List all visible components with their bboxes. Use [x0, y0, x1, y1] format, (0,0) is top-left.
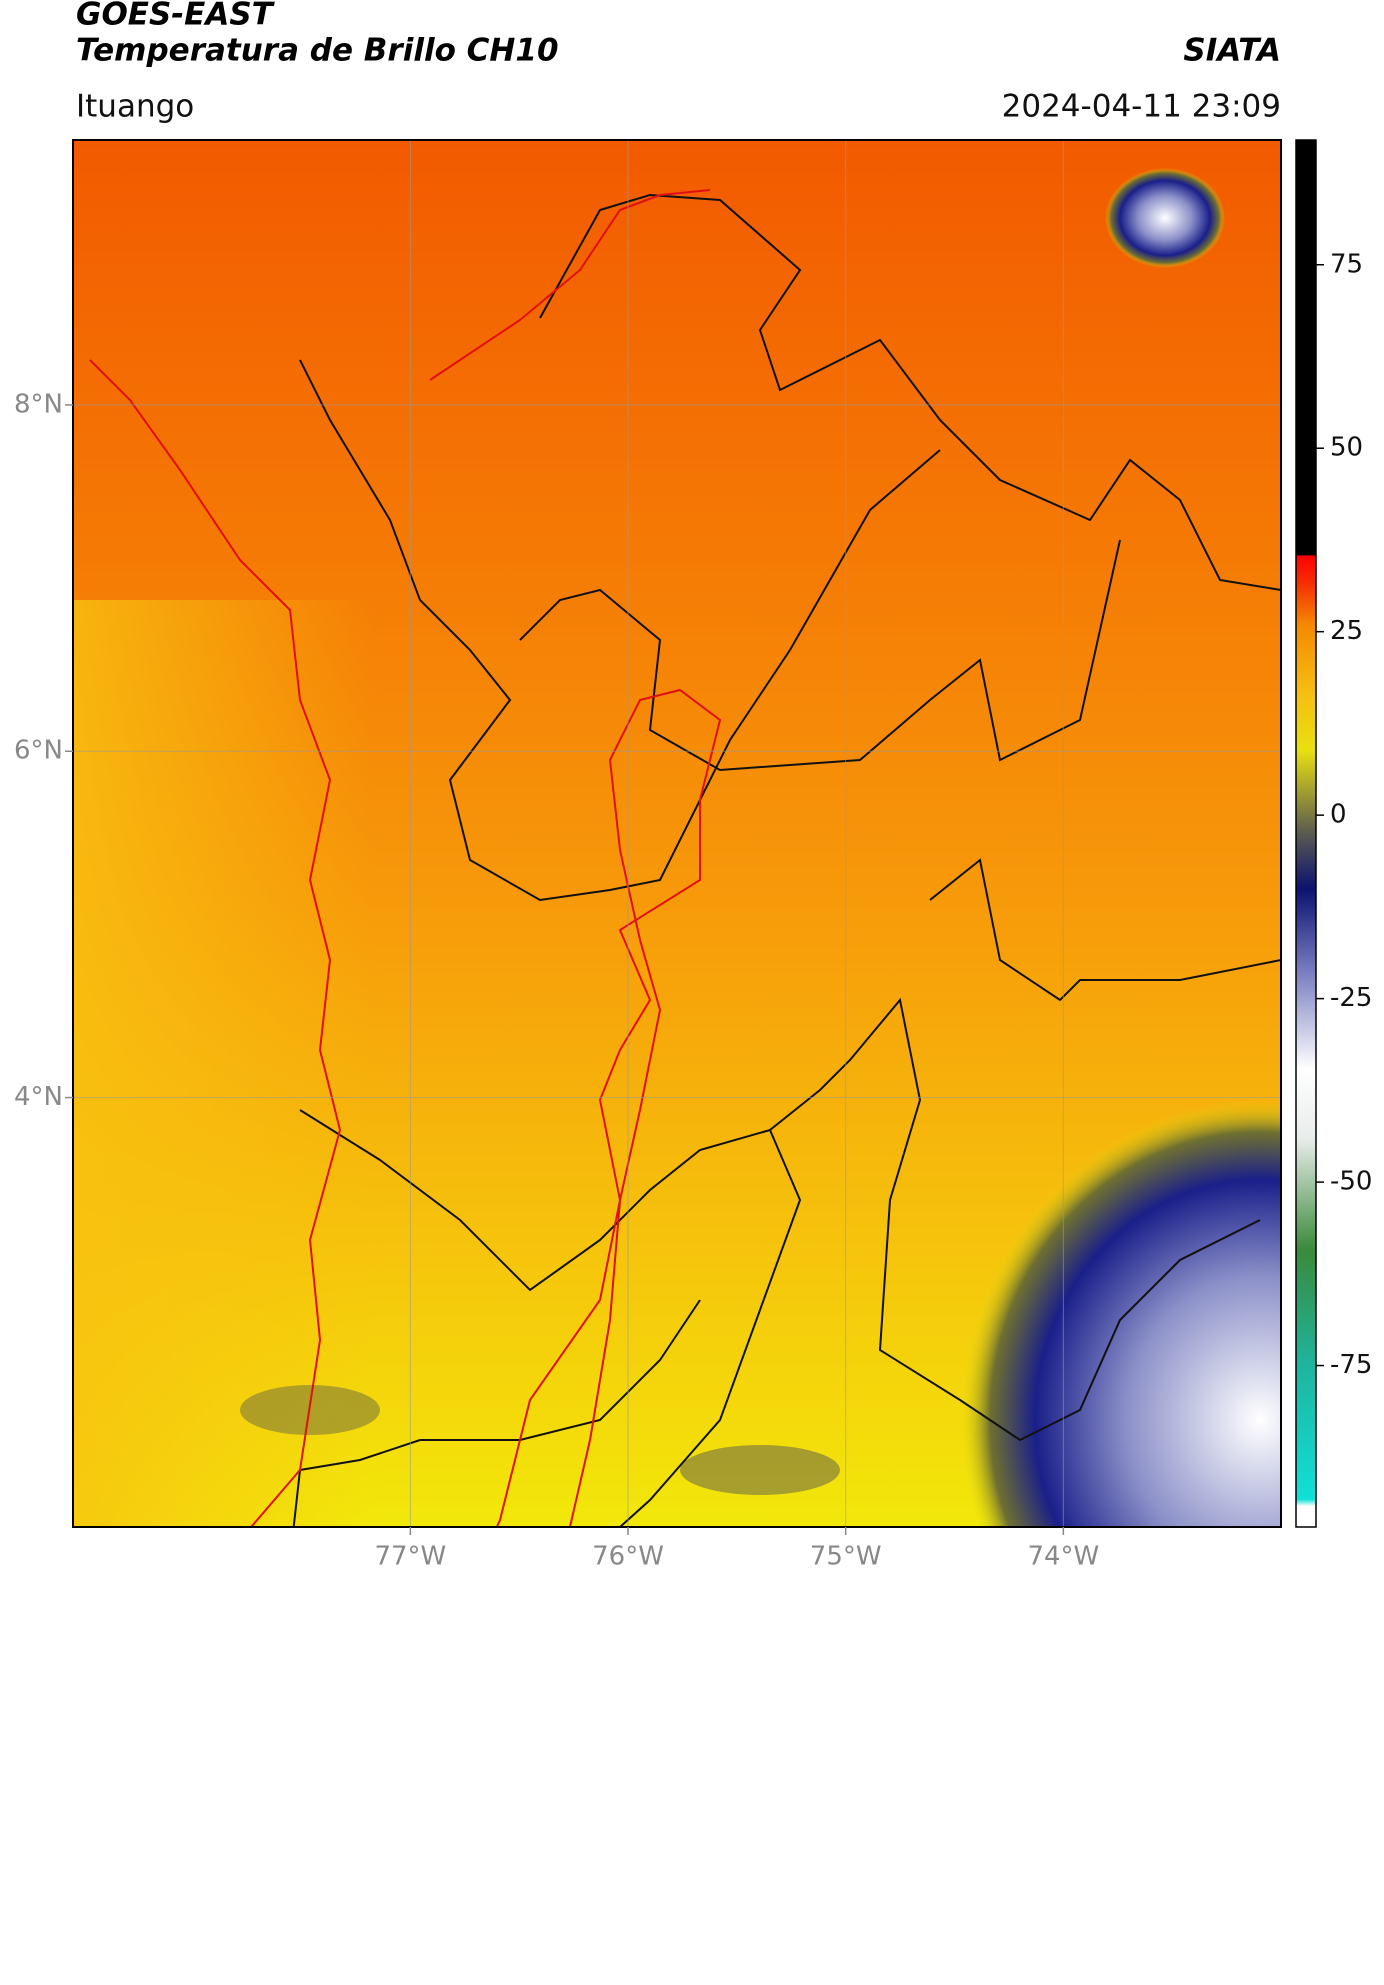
coastline — [89, 359, 342, 1527]
timestamp: 2024-04-11 23:09 — [1002, 89, 1281, 125]
cloud — [960, 1100, 1281, 1527]
map-grid — [73, 140, 1281, 1527]
border — [769, 997, 1261, 1442]
border — [929, 858, 1281, 1002]
subtitle: Temperatura de Brillo CH10 — [76, 33, 559, 69]
border — [292, 1299, 701, 1527]
border — [519, 539, 1121, 772]
coastline — [429, 189, 711, 381]
colorbar-label: -25 — [1330, 983, 1372, 1013]
location: Ituango — [76, 89, 194, 125]
lon-label: 76°W — [592, 1542, 664, 1572]
lat-label: 6°N — [14, 736, 63, 766]
border — [299, 359, 941, 902]
cloud — [1105, 168, 1225, 268]
lon-label: 75°W — [810, 1542, 882, 1572]
colorbar-label: 0 — [1330, 800, 1347, 830]
lat-label: 8°N — [14, 389, 63, 419]
map-frame — [72, 139, 1282, 1528]
lon-label: 74°W — [1027, 1542, 1099, 1572]
lat-label: 4°N — [14, 1082, 63, 1112]
lon-label: 77°W — [374, 1542, 446, 1572]
colorbar-label: -75 — [1330, 1350, 1372, 1380]
border — [299, 1109, 802, 1527]
colorbar-label: 50 — [1330, 433, 1363, 463]
map — [73, 140, 1281, 1527]
border — [539, 193, 1281, 591]
colorbar-label: -50 — [1330, 1167, 1372, 1197]
colorbar-label: 25 — [1330, 616, 1363, 646]
org: SIATA — [1183, 33, 1281, 69]
basin-outline — [495, 688, 722, 1527]
colorbar-label: 75 — [1330, 249, 1363, 279]
colorbar — [1295, 139, 1317, 1528]
title: GOES-EAST — [76, 0, 276, 33]
cloud — [680, 1445, 840, 1495]
